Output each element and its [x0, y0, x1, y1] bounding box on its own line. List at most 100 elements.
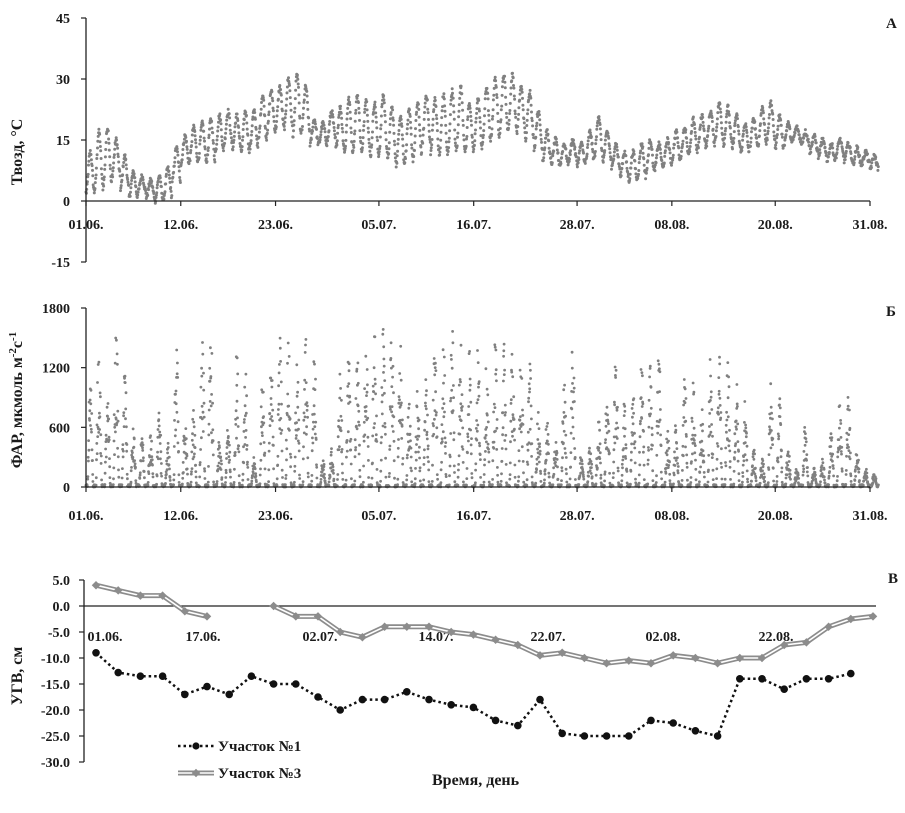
temp-point [347, 95, 351, 99]
par-point [536, 422, 539, 426]
temp-point [233, 125, 237, 129]
par-point [367, 459, 370, 462]
par-point [260, 388, 264, 392]
par-point [502, 373, 506, 376]
temp-point [272, 115, 276, 119]
temp-point [367, 141, 371, 145]
par-point [107, 438, 111, 442]
temp-point [478, 120, 482, 124]
par-point [372, 390, 376, 394]
par-point [683, 401, 687, 405]
par-point [116, 419, 120, 423]
temp-point [671, 153, 675, 157]
temp-point [374, 120, 378, 124]
par-point [242, 430, 246, 433]
temp-point [513, 97, 517, 101]
par-point [138, 473, 142, 477]
temp-point [176, 153, 180, 157]
temp-point [451, 91, 454, 95]
par-point [718, 396, 722, 400]
temp-point [457, 109, 461, 113]
par-point [303, 378, 307, 382]
par-point [648, 367, 652, 370]
temp-point [403, 161, 407, 165]
par-point [607, 422, 610, 426]
par-point [692, 439, 696, 442]
a-xtick-label: 16.07. [456, 218, 491, 233]
par-point [201, 352, 205, 356]
temp-point [89, 153, 93, 156]
par-point [543, 478, 546, 482]
par-point [450, 358, 453, 361]
par-point [105, 438, 109, 442]
par-point [125, 449, 129, 453]
par-point [571, 416, 575, 419]
temp-point [693, 123, 696, 126]
temp-point [766, 126, 770, 130]
temp-point [98, 132, 102, 136]
par-point [125, 443, 129, 446]
par-point [160, 462, 163, 465]
par-point [313, 362, 316, 366]
temp-point [426, 107, 430, 111]
par-point [258, 473, 262, 477]
par-point [281, 476, 284, 479]
par-point [441, 406, 444, 410]
temp-point [292, 129, 295, 133]
temp-point [233, 130, 237, 134]
par-point [371, 434, 375, 438]
temp-point [345, 112, 349, 116]
temp-point [456, 135, 459, 139]
par-point [409, 455, 413, 459]
par-point [646, 462, 650, 466]
par-point [322, 463, 326, 466]
temp-point [672, 143, 676, 147]
a-xtick-label: 01.06. [69, 218, 104, 233]
par-point [668, 472, 672, 476]
par-point [443, 445, 447, 448]
par-point [286, 392, 290, 396]
par-point [451, 411, 454, 415]
temp-point [218, 112, 222, 116]
par-point [642, 445, 646, 449]
temp-point [684, 130, 687, 134]
temp-point [641, 151, 645, 155]
temp-point [538, 123, 542, 127]
par-point [450, 388, 454, 392]
par-point [259, 442, 263, 446]
par-point [94, 483, 98, 487]
par-point [269, 376, 273, 380]
temp-point [374, 111, 378, 115]
par-point [418, 456, 421, 460]
temp-point [453, 137, 457, 141]
par-point [599, 476, 603, 480]
temp-point [732, 136, 736, 140]
temp-point [668, 148, 672, 151]
par-point [605, 405, 609, 409]
temp-point [370, 136, 374, 140]
par-point [494, 372, 498, 376]
par-point [219, 455, 223, 459]
temp-point [255, 134, 258, 138]
temp-point [323, 130, 327, 134]
par-point [189, 483, 193, 487]
temp-point [298, 116, 302, 120]
par-point [522, 471, 525, 475]
par-point [439, 481, 443, 484]
temp-point [626, 170, 630, 174]
par-point [227, 461, 231, 464]
temp-point [597, 118, 601, 122]
par-point [322, 465, 326, 468]
temp-point [194, 141, 198, 145]
par-point [305, 425, 308, 429]
temp-point [860, 160, 864, 164]
temp-point [95, 157, 99, 160]
par-point [191, 443, 195, 447]
par-point [285, 447, 289, 451]
par-point [562, 411, 566, 414]
temp-point [524, 137, 528, 140]
temp-point [502, 77, 505, 81]
par-point [396, 446, 400, 450]
par-point [459, 343, 463, 347]
par-point [637, 473, 641, 477]
